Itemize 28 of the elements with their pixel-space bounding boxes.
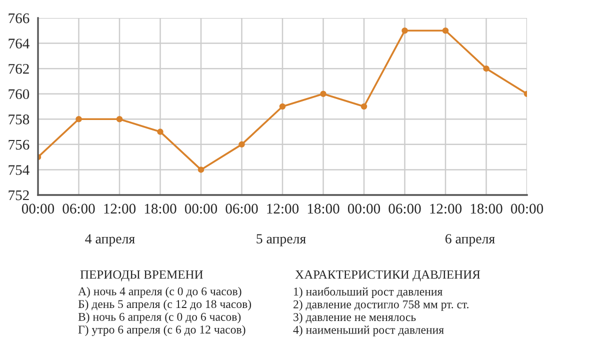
- y-tick-label: 760: [8, 89, 30, 100]
- x-tick-label: 12:00: [267, 204, 299, 214]
- x-tick-label: 00:00: [510, 204, 544, 214]
- y-tick-label: 764: [8, 38, 30, 48]
- x-tick-label: 00:00: [22, 204, 54, 214]
- text: 1) наибольший рост давления 2) давление достигло 758 мм рт. ст. 3) давление не менялось 4) наименьший рост давления: [293, 287, 468, 336]
- text: ПЕРИОДЫ ВРЕМЕНИ: [80, 270, 203, 282]
- x-tick-label: 12:00: [430, 204, 462, 214]
- text: А) ночь 4 апреля (с 0 до 6 часов) Б) день 5 апреля (с 12 до 18 часов) В) ночь 6 апреля (с 0 до 6 часов) Г) утро 6 апреля (с 6 до 12 часов): [78, 287, 252, 336]
- y-tick-label: 762: [8, 64, 29, 74]
- y-tick-label: 758: [8, 114, 30, 124]
- x-tick-label: 00:00: [184, 204, 218, 214]
- y-tick-label: 752: [8, 190, 29, 200]
- x-tick-label: 00:00: [348, 204, 380, 214]
- x-tick-label: 06:00: [62, 204, 95, 214]
- y-tick-label: 766: [8, 13, 30, 24]
- x-tick-label: 18:00: [144, 204, 176, 214]
- x-tick-label: 06:00: [388, 204, 421, 214]
- y-tick-label: 754: [8, 165, 30, 175]
- x-tick-label: 12:00: [104, 204, 136, 214]
- x-tick-label: 18:00: [308, 204, 340, 214]
- text: ХАРАКТЕРИСТИКИ ДАВЛЕНИЯ: [295, 270, 480, 282]
- x-tick-label: 18:00: [470, 204, 502, 214]
- text: 5 апреля: [256, 234, 306, 246]
- text: 6 апреля: [445, 234, 495, 246]
- y-tick-label: 756: [8, 140, 30, 150]
- x-tick-label: 06:00: [226, 204, 258, 214]
- text: 4 апреля: [85, 234, 135, 246]
